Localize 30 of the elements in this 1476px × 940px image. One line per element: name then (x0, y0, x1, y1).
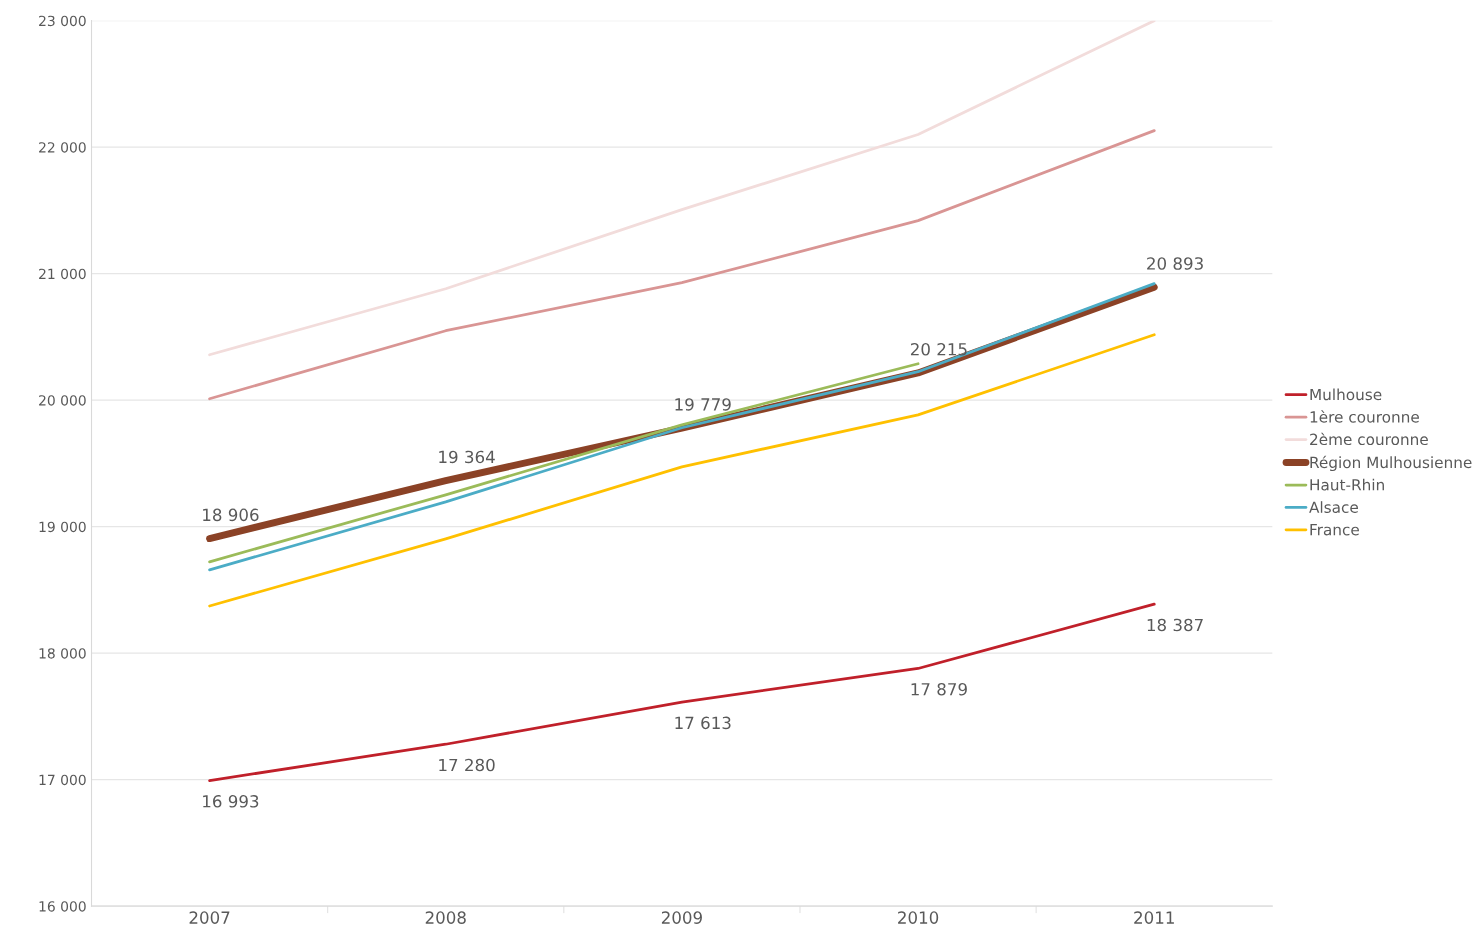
y-tick-label: 22 000 (39, 142, 86, 153)
data-label: 18 906 (203, 508, 259, 522)
y-tick-label: 19 000 (39, 521, 86, 533)
legend-label: 2ème couronne (1310, 432, 1428, 446)
y-tick-label: 20 000 (39, 395, 86, 406)
data-label: 20 893 (1147, 257, 1203, 270)
data-label: 17 613 (675, 716, 731, 730)
legend-label: Mulhouse (1310, 388, 1382, 401)
data-label: 19 364 (439, 450, 495, 464)
data-label: 20 215 (910, 342, 967, 356)
legend-label: Alsace (1309, 501, 1358, 514)
data-label: 17 879 (911, 682, 967, 696)
legend-label: 1ère couronne (1310, 410, 1419, 423)
y-tick-label: 18 000 (39, 648, 86, 659)
data-label: 18 387 (1147, 618, 1203, 632)
y-tick-label: 16 000 (39, 901, 86, 912)
y-tick-label: 23 000 (39, 15, 86, 27)
y-tick-label: 21 000 (39, 268, 86, 280)
data-label: 19 779 (675, 398, 731, 411)
legend-label: France (1310, 524, 1359, 536)
y-tick-label: 17 000 (39, 774, 86, 786)
data-label: 17 280 (439, 758, 495, 772)
legend-label: Région Mulhousienne (1310, 455, 1472, 472)
x-tick-label: 2010 (898, 911, 939, 924)
x-tick-label: 2011 (1134, 911, 1174, 924)
data-label: 16 993 (203, 795, 259, 808)
legend-label: Haut-Rhin (1310, 478, 1384, 491)
x-tick-label: 2009 (661, 911, 702, 924)
x-tick-label: 2007 (189, 911, 230, 924)
x-tick-label: 2008 (425, 911, 466, 924)
